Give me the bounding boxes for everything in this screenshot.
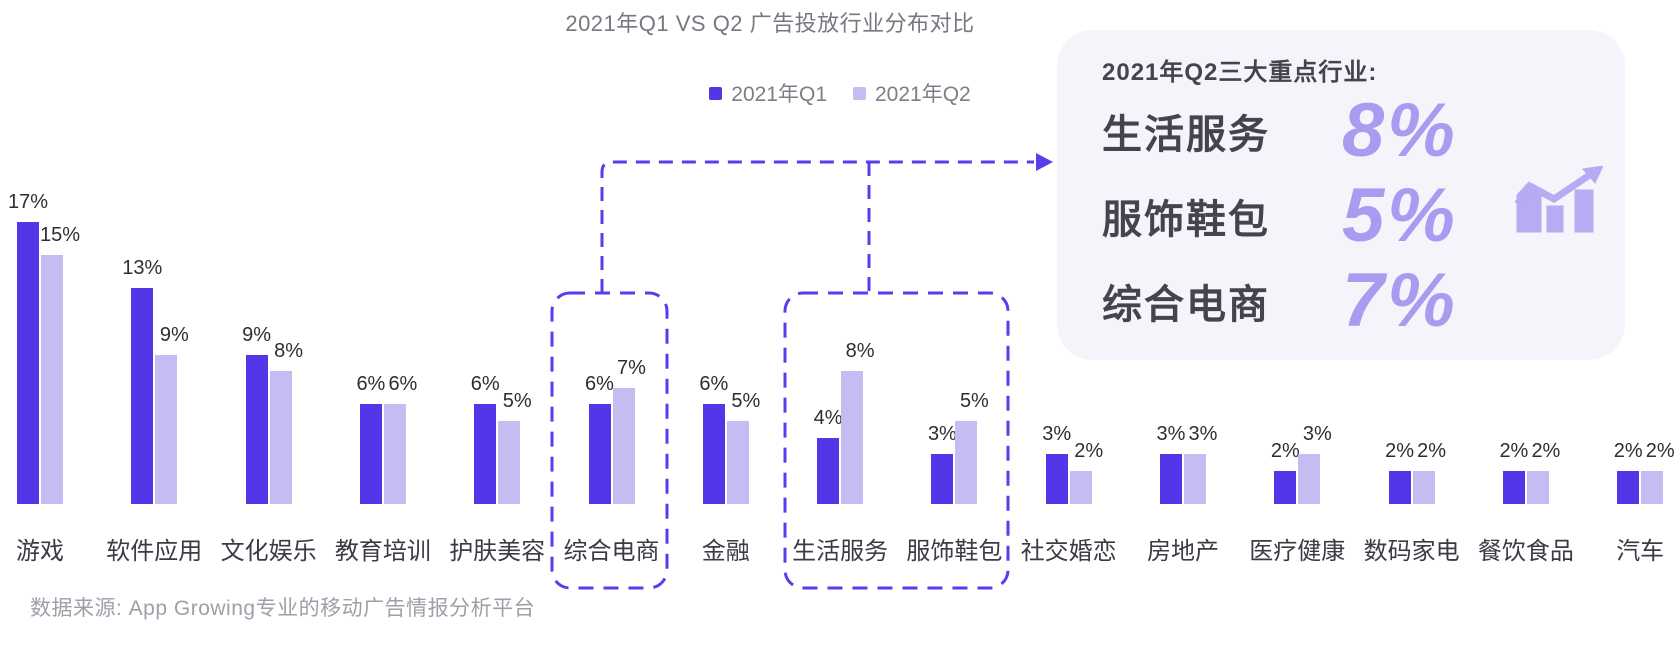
bar-1-9	[1069, 471, 1092, 504]
bar-value-label-1-6: 5%	[731, 390, 761, 412]
bar-1-6	[726, 421, 749, 504]
bar-value-label-0-12: 2%	[1385, 440, 1415, 462]
bar-1-1	[155, 355, 178, 504]
bar-1-5	[612, 388, 635, 504]
bar-0-13	[1502, 471, 1525, 504]
bar-value-label-1-9: 2%	[1074, 440, 1104, 462]
bar-value-label-1-7: 8%	[845, 340, 875, 362]
category-label-0: 游戏	[16, 538, 64, 565]
trend-up-bar-chart-icon	[1515, 166, 1603, 233]
bar-0-12	[1388, 471, 1411, 504]
callout-row-1: 服饰鞋包 5%	[1102, 173, 1458, 259]
bar-value-label-1-13: 2%	[1531, 440, 1561, 462]
callout-industry-label-2: 综合电商	[1102, 283, 1270, 327]
category-label-12: 数码家电	[1363, 538, 1460, 565]
bar-0-14	[1617, 471, 1640, 504]
bar-value-label-1-2: 8%	[274, 340, 304, 362]
category-label-11: 医疗健康	[1249, 538, 1346, 565]
bar-value-label-1-3: 6%	[388, 373, 418, 395]
category-label-7: 生活服务	[792, 538, 889, 565]
bar-value-label-1-10: 3%	[1188, 423, 1218, 445]
bar-1-7	[841, 371, 864, 504]
bar-0-9	[1045, 454, 1068, 504]
callout-industry-value-0: 8%	[1342, 88, 1458, 173]
callout-row-0: 生活服务 8%	[1102, 88, 1458, 174]
bar-0-7	[817, 438, 840, 504]
legend-swatch-icon-0	[709, 86, 723, 100]
data-source-footer: 数据来源: App Growing专业的移动广告情报分析平台	[30, 597, 536, 620]
category-label-1: 软件应用	[106, 538, 203, 565]
bar-1-12	[1412, 471, 1435, 504]
bar-value-label-0-11: 2%	[1270, 440, 1300, 462]
category-label-5: 综合电商	[563, 538, 660, 565]
bar-0-1	[131, 288, 154, 504]
bar-1-10	[1184, 454, 1206, 504]
bar-value-label-0-3: 6%	[356, 373, 386, 395]
callout-panel: 2021年Q2三大重点行业: 生活服务 8% 服饰鞋包 5% 综合电商 7%	[1057, 30, 1625, 360]
category-label-9: 社交婚恋	[1020, 538, 1117, 565]
bar-1-13	[1526, 471, 1549, 504]
category-label-10: 房地产	[1147, 538, 1219, 565]
category-label-6: 金融	[701, 538, 750, 565]
bar-0-3	[359, 404, 382, 504]
bar-1-0	[41, 255, 63, 504]
bar-value-label-0-4: 6%	[470, 373, 500, 395]
bar-1-8	[955, 421, 978, 504]
bar-value-label-1-8: 5%	[959, 390, 989, 412]
bar-value-label-0-10: 3%	[1156, 423, 1186, 445]
bar-0-8	[931, 454, 954, 504]
chart-title: 2021年Q1 VS Q2 广告投放行业分布对比	[565, 11, 975, 36]
callout-title: 2021年Q2三大重点行业:	[1102, 59, 1378, 86]
callout-row-2: 综合电商 7%	[1102, 258, 1458, 344]
legend-item-0: 2021年Q1	[709, 78, 827, 108]
bar-0-6	[702, 404, 725, 504]
chart-legend: 2021年Q1 2021年Q2	[520, 78, 1160, 108]
bar-0-4	[474, 404, 497, 504]
bar-value-label-0-13: 2%	[1499, 440, 1529, 462]
bar-1-3	[383, 404, 406, 504]
bar-1-4	[498, 421, 521, 504]
bar-value-label-1-14: 2%	[1645, 440, 1675, 462]
bar-1-2	[269, 371, 292, 504]
bar-value-label-1-11: 3%	[1302, 423, 1332, 445]
bar-0-10	[1160, 454, 1182, 504]
legend-label-1: 2021年Q2	[875, 83, 971, 106]
category-label-14: 汽车	[1616, 538, 1665, 565]
bar-value-label-0-9: 3%	[1042, 423, 1072, 445]
legend-swatch-icon-1	[853, 86, 866, 100]
bar-1-14	[1641, 471, 1664, 504]
category-label-4: 护肤美容	[449, 538, 546, 565]
callout-industry-label-1: 服饰鞋包	[1102, 198, 1270, 242]
bar-value-label-0-2: 9%	[242, 324, 272, 346]
bar-value-label-0-1: 13%	[122, 257, 163, 279]
bar-value-label-0-0: 17%	[7, 191, 49, 213]
category-label-8: 服饰鞋包	[906, 538, 1003, 565]
bar-value-label-1-0: 15%	[39, 224, 81, 246]
callout-industry-label-0: 生活服务	[1102, 113, 1270, 157]
callout-industry-value-1: 5%	[1342, 173, 1458, 258]
bar-0-2	[245, 355, 268, 504]
bar-value-label-0-6: 6%	[699, 373, 729, 395]
bar-value-label-1-12: 2%	[1417, 440, 1447, 462]
callout-industry-value-2: 7%	[1342, 258, 1458, 343]
bar-0-11	[1274, 471, 1297, 504]
category-label-3: 教育培训	[334, 538, 431, 565]
bar-1-11	[1298, 454, 1321, 504]
legend-label-0: 2021年Q1	[731, 83, 827, 106]
category-label-2: 文化娱乐	[220, 538, 317, 565]
bar-0-5	[588, 404, 611, 504]
bar-value-label-1-4: 5%	[502, 390, 532, 412]
bar-value-label-1-1: 9%	[159, 324, 189, 346]
bar-value-label-1-5: 7%	[617, 357, 646, 379]
bar-value-label-0-14: 2%	[1613, 440, 1643, 462]
legend-item-1: 2021年Q2	[853, 78, 971, 108]
bar-0-0	[17, 222, 39, 504]
category-label-13: 餐饮食品	[1477, 538, 1574, 565]
